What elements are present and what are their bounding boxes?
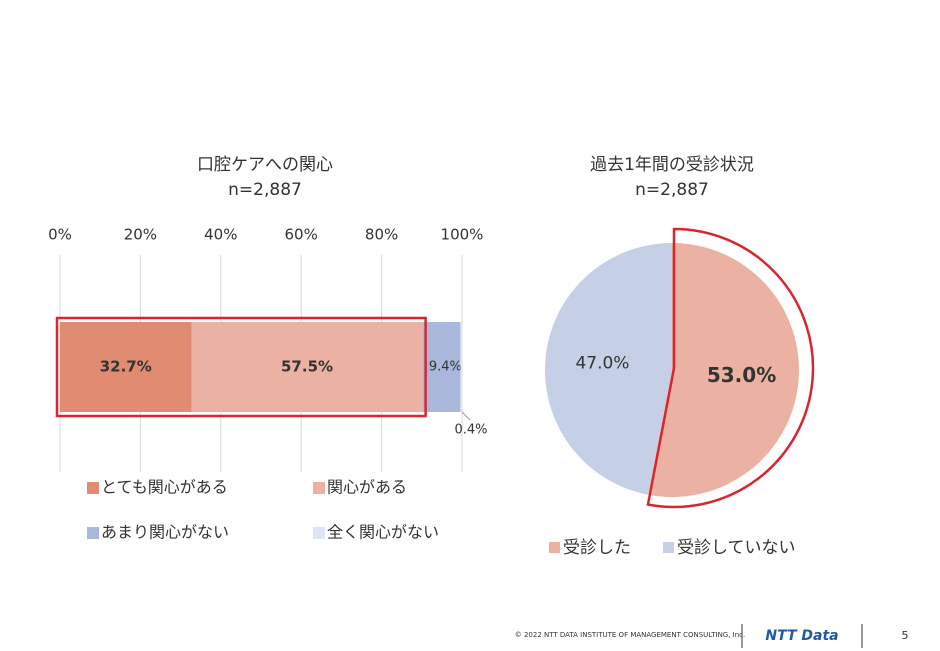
value-label: 32.7% xyxy=(100,358,152,376)
pie-chart: 53.0% 47.0% 受診した 受診していない xyxy=(545,227,815,558)
legend-swatch xyxy=(663,542,674,553)
value-label: 9.4% xyxy=(429,360,462,375)
page-number: 5 xyxy=(902,629,909,642)
value-label: 53.0% xyxy=(707,363,776,387)
x-tick-label: 20% xyxy=(124,226,157,244)
bar-segment xyxy=(191,322,423,412)
highlight xyxy=(55,316,427,418)
legend-swatch xyxy=(549,542,560,553)
x-tick-label: 60% xyxy=(285,226,318,244)
leader-line xyxy=(461,411,471,421)
pie-slice xyxy=(648,243,799,498)
legend-label: 全く関心がない xyxy=(327,523,439,542)
bar-segment xyxy=(422,322,461,412)
legend-swatch xyxy=(87,527,99,539)
bar-segment xyxy=(60,322,192,412)
legend-label: 関心がある xyxy=(327,478,407,497)
legend-label: 受診した xyxy=(563,538,631,558)
legend-label: とても関心がある xyxy=(101,478,228,497)
legend-label: 受診していない xyxy=(677,538,796,558)
legend-swatch xyxy=(313,482,325,494)
chart-subtitle: n=2,887 xyxy=(635,180,709,200)
chart-title: 口腔ケアへの関心 xyxy=(197,155,333,175)
value-label: 0.4% xyxy=(454,423,487,438)
legend-swatch xyxy=(87,482,99,494)
x-tick-label: 80% xyxy=(365,226,398,244)
pie-slice xyxy=(545,243,672,495)
bar-chart: 0% 20% 40% 60% 80% 100% 32.7% 57.5% 9.4% 0.4% とても関… xyxy=(48,226,487,542)
x-tick-label: 40% xyxy=(204,226,237,244)
legend-swatch xyxy=(313,527,325,539)
x-tick-label: 0% xyxy=(48,226,72,244)
value-label: 57.5% xyxy=(281,358,333,376)
value-label: 47.0% xyxy=(575,353,629,373)
chart-subtitle: n=2,887 xyxy=(228,180,302,200)
x-tick-label: 100% xyxy=(441,226,484,244)
copyright: © 2022 NTT DATA INSTITUTE OF MANAGEMENT … xyxy=(515,631,746,639)
highlight xyxy=(646,227,815,509)
chart-title: 過去1年間の受診状況 xyxy=(590,155,754,175)
bar-segment xyxy=(460,322,462,412)
logo: NTT Data xyxy=(765,628,838,644)
legend-label: あまり関心がない xyxy=(101,523,229,542)
